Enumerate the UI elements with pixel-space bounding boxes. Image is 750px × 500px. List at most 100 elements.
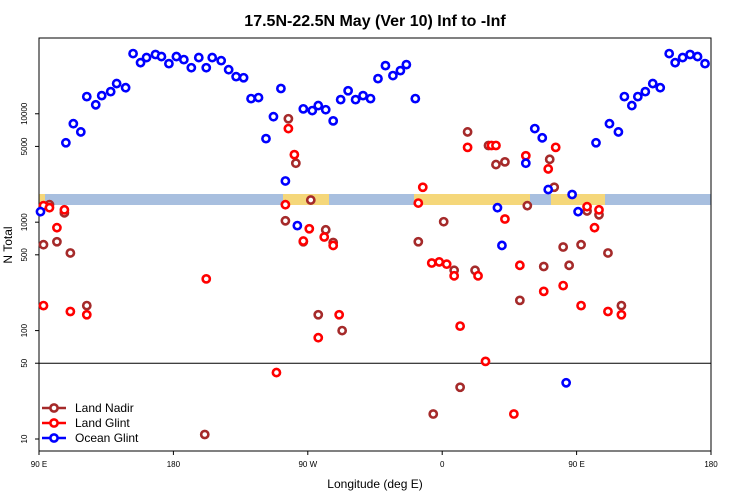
y-tick-label: 5000 [20,137,29,155]
point [307,105,318,116]
point [90,99,101,110]
point [582,201,592,212]
point [410,93,421,104]
point [156,51,167,62]
y-tick-label: 500 [20,248,29,262]
point [334,309,345,320]
point [38,239,49,250]
point [441,259,452,270]
point [520,150,531,161]
point [313,309,324,320]
point [201,273,212,284]
point [561,377,572,388]
point [271,367,282,378]
point [655,82,666,93]
x-axis-label: Longitude (deg E) [327,477,422,491]
point [186,62,197,73]
point [700,58,710,69]
point [283,123,294,134]
point [434,257,445,267]
point [59,204,70,215]
point [52,222,62,233]
point [128,48,138,59]
y-tick-label: 1000 [20,213,29,231]
point [305,195,316,205]
ocean-strip [39,194,711,205]
point [428,409,439,419]
point [52,236,62,247]
point [543,164,554,174]
point [337,325,348,336]
point [640,86,651,97]
point [201,62,212,73]
x-tick-label: 0 [440,460,445,469]
legend-marker [49,403,59,413]
point [373,73,383,84]
point [350,94,361,105]
point [426,258,437,268]
point [65,306,76,317]
point [313,100,324,111]
point [65,248,76,258]
point [388,70,398,81]
point [449,270,460,281]
point [594,204,604,215]
point [544,154,555,165]
point [480,356,491,367]
land-strip [551,194,605,205]
point [319,232,330,242]
point [171,51,182,62]
x-tick-label: 180 [167,460,181,469]
x-tick-label: 90 E [31,460,47,469]
point [320,104,331,115]
series [38,123,627,419]
legend-marker [49,418,59,428]
point [455,382,466,393]
point [81,300,92,311]
point [514,260,525,271]
point [135,57,146,68]
point [604,118,615,129]
point [207,52,218,63]
legend-label: Land Glint [75,416,130,430]
point [238,72,249,83]
point [261,133,271,144]
point [500,156,510,167]
point [343,85,354,96]
point [589,222,600,233]
land-strip [39,194,45,205]
point [280,215,291,226]
point [413,198,424,208]
point [178,54,189,65]
point [105,86,116,97]
point [500,214,510,224]
point [677,52,688,63]
point [413,236,424,247]
y-tick-label: 10 [20,434,29,443]
point [280,176,291,186]
point [462,127,473,137]
point [120,82,131,93]
point [313,332,324,343]
point [60,137,71,148]
y-tick-label: 50 [20,358,29,367]
point [664,48,675,59]
point [576,239,586,250]
point [462,142,473,153]
y-tick-label: 10000 [20,102,29,125]
point [473,270,483,281]
point [616,300,627,311]
point [289,149,300,160]
point [573,206,583,217]
point [111,78,122,89]
point [44,202,55,213]
point [298,236,309,246]
point [35,206,46,217]
x-tick-label: 90 W [298,460,317,469]
point [276,83,286,94]
point [613,127,624,137]
point [81,91,92,102]
point [632,91,643,102]
point [491,140,501,151]
